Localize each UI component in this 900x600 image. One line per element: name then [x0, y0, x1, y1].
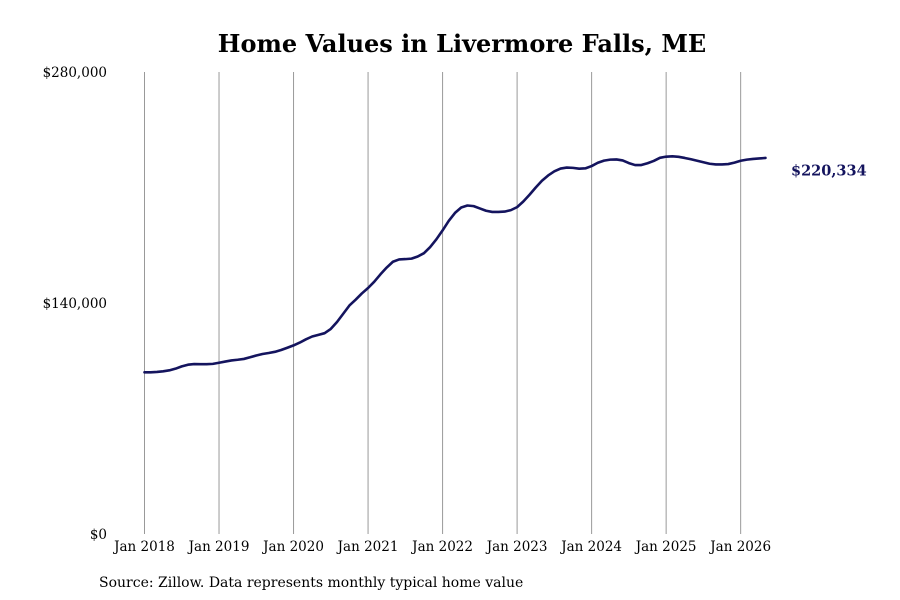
vertical-gridlines — [144, 72, 742, 534]
y-tick-label: $280,000 — [43, 65, 107, 81]
source-note: Source: Zillow. Data represents monthly … — [99, 575, 523, 591]
x-tick-label: Jan 2023 — [485, 539, 548, 555]
x-tick-label: Jan 2026 — [708, 539, 771, 555]
x-tick-label: Jan 2021 — [336, 539, 399, 555]
x-axis-tick-labels: Jan 2018 Jan 2019 Jan 2020 Jan 2021 Jan 2022… — [112, 539, 771, 555]
x-tick-label: Jan 2024 — [559, 539, 622, 555]
x-tick-label: Jan 2022 — [410, 539, 473, 555]
y-tick-label: $0 — [90, 527, 107, 543]
x-tick-label: Jan 2020 — [261, 539, 324, 555]
x-tick-label: Jan 2018 — [112, 539, 175, 555]
x-tick-label: Jan 2019 — [187, 539, 250, 555]
y-tick-label: $140,000 — [43, 296, 107, 312]
chart-title: Home Values in Livermore Falls, ME — [218, 29, 706, 58]
y-axis-tick-labels: $0 $140,000 $280,000 — [43, 65, 107, 543]
end-value-label: $220,334 — [791, 162, 867, 179]
x-tick-label: Jan 2025 — [634, 539, 697, 555]
home-value-series-line — [143, 155, 767, 374]
